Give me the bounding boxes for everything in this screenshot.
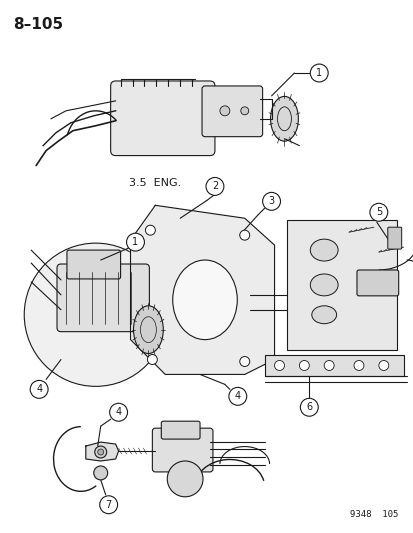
Circle shape [239,230,249,240]
Circle shape [93,466,107,480]
FancyBboxPatch shape [287,220,396,350]
Ellipse shape [133,306,163,353]
Polygon shape [130,205,274,375]
Ellipse shape [270,96,298,141]
Text: 2: 2 [211,181,218,191]
FancyBboxPatch shape [110,81,214,156]
Circle shape [109,403,127,421]
Circle shape [126,233,144,251]
FancyBboxPatch shape [67,250,120,279]
Text: 1: 1 [316,68,322,78]
Circle shape [299,360,309,370]
FancyBboxPatch shape [264,354,403,376]
Text: 5: 5 [375,207,381,217]
Circle shape [378,360,388,370]
Text: 3: 3 [268,196,274,206]
Text: 6: 6 [306,402,312,412]
Circle shape [353,360,363,370]
Text: 8–105: 8–105 [13,17,63,33]
Circle shape [147,354,157,365]
Polygon shape [85,442,118,461]
Ellipse shape [310,239,337,261]
Circle shape [310,64,328,82]
Circle shape [369,203,387,221]
FancyBboxPatch shape [161,421,199,439]
Circle shape [240,107,248,115]
Circle shape [300,398,318,416]
Circle shape [262,192,280,211]
Text: 7: 7 [105,500,112,510]
Circle shape [167,461,202,497]
Ellipse shape [310,274,337,296]
FancyBboxPatch shape [387,227,401,249]
Text: 3.5  ENG.: 3.5 ENG. [129,179,181,189]
Circle shape [97,449,103,455]
Circle shape [95,446,107,458]
Circle shape [100,496,117,514]
Text: 9348  105: 9348 105 [349,510,398,519]
Text: 4: 4 [234,391,240,401]
Text: 4: 4 [115,407,121,417]
Circle shape [323,360,333,370]
Text: 1: 1 [132,237,138,247]
FancyBboxPatch shape [202,86,262,136]
Ellipse shape [172,260,237,340]
FancyBboxPatch shape [356,270,398,296]
Circle shape [24,243,167,386]
Circle shape [228,387,246,405]
Circle shape [239,357,249,367]
Circle shape [274,360,284,370]
Circle shape [30,381,48,398]
Circle shape [145,225,155,235]
FancyBboxPatch shape [57,264,149,332]
Circle shape [206,177,223,196]
Circle shape [219,106,229,116]
Ellipse shape [311,306,336,324]
FancyBboxPatch shape [152,428,212,472]
Text: 4: 4 [36,384,42,394]
